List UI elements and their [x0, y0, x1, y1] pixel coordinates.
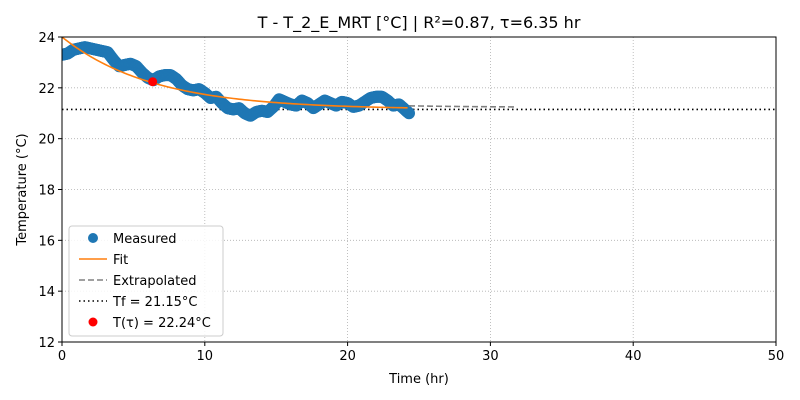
x-axis-label: Time (hr)	[388, 372, 449, 387]
y-tick-label: 22	[38, 82, 55, 97]
legend-label: Extrapolated	[113, 274, 196, 289]
x-tick-label: 20	[339, 349, 356, 364]
legend-label: Measured	[113, 232, 177, 247]
axis-ticks: 0 10 20 30 40 50 12 14 16 18 20 22 24	[38, 31, 784, 364]
extrapolated-line	[408, 105, 517, 108]
legend-t-tau-marker	[88, 317, 98, 327]
legend: Measured Fit Extrapolated Tf = 21.15°C T(τ) …	[68, 225, 224, 337]
y-tick-label: 16	[38, 234, 55, 249]
x-tick-label: 10	[197, 349, 214, 364]
y-tick-label: 24	[38, 31, 55, 46]
measured-point	[403, 107, 416, 120]
x-tick-label: 0	[58, 349, 66, 364]
x-tick-label: 30	[482, 349, 499, 364]
legend-measured-marker	[88, 233, 98, 243]
y-tick-label: 12	[38, 336, 55, 351]
x-tick-label: 40	[625, 349, 642, 364]
legend-label: Fit	[113, 253, 128, 268]
chart-title: T - T_2_E_MRT [°C] | R²=0.87, τ=6.35 hr	[257, 13, 581, 33]
plot-area	[62, 37, 776, 122]
y-tick-label: 18	[38, 184, 55, 199]
y-tick-label: 14	[38, 285, 55, 300]
y-axis-label: Temperature (°C)	[15, 133, 30, 246]
x-tick-label: 50	[768, 349, 785, 364]
fit-line	[62, 37, 408, 109]
legend-box	[68, 225, 224, 337]
t-tau-marker	[148, 77, 158, 87]
y-tick-label: 20	[38, 133, 55, 148]
legend-label: Tf = 21.15°C	[112, 295, 197, 310]
legend-label: T(τ) = 22.24°C	[112, 316, 211, 331]
